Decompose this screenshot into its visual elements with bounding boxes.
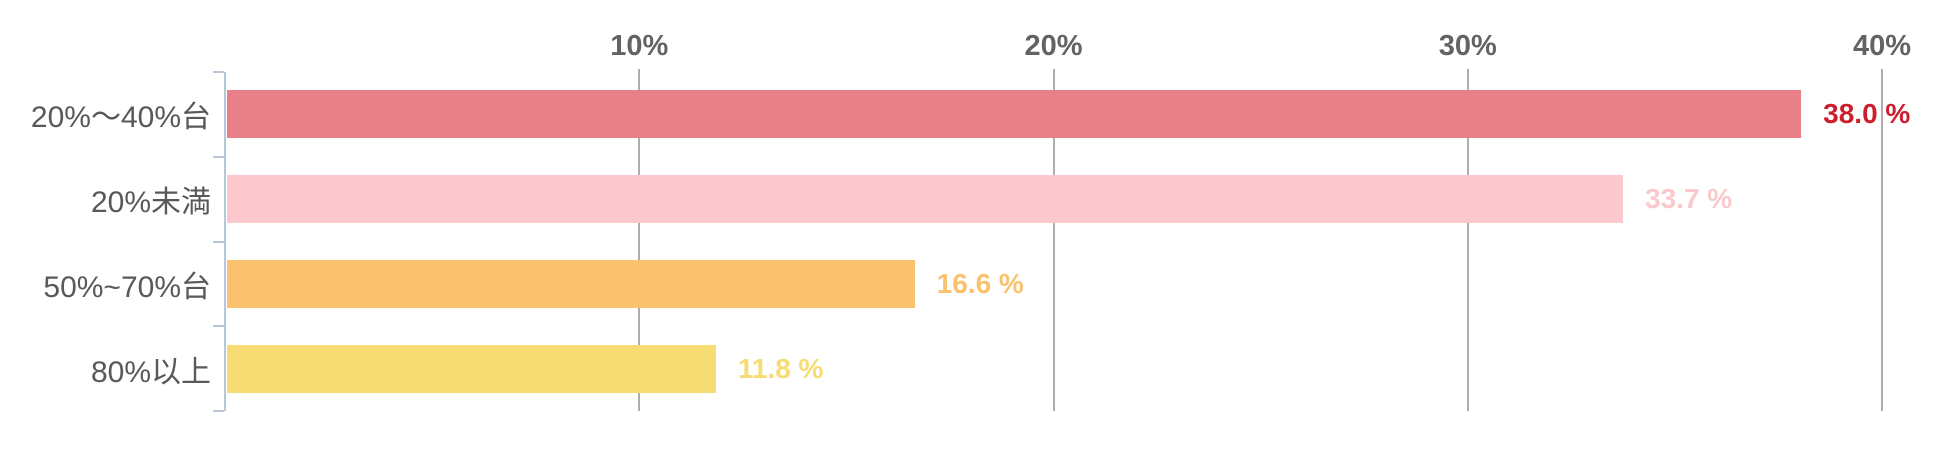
value-label: 33.7 %: [1645, 183, 1733, 215]
bar: [227, 344, 716, 393]
x-tick-label: 40%: [1852, 30, 1912, 62]
x-tick-label: 20%: [1024, 30, 1083, 62]
category-label: 50%~70%台: [43, 270, 211, 304]
value-label: 16.6 %: [936, 267, 1024, 299]
bar: [227, 175, 1624, 224]
gridline: [1466, 69, 1469, 411]
axis-tick: [213, 71, 224, 73]
axis-tick: [213, 410, 224, 412]
value-label: 11.8 %: [737, 352, 824, 384]
category-label: 20%未満: [90, 186, 211, 220]
gridline: [1881, 69, 1883, 411]
category-label: 80%以上: [90, 355, 211, 389]
gridline: [638, 69, 641, 411]
value-label: 38.0 %: [1823, 98, 1911, 130]
bar: [227, 259, 915, 308]
bar: [227, 90, 1802, 139]
y-axis-line: [224, 72, 226, 411]
x-tick-label: 30%: [1438, 30, 1497, 62]
axis-tick: [213, 240, 224, 243]
gridline: [1052, 69, 1055, 411]
x-tick-label: 10%: [610, 30, 669, 62]
axis-tick: [213, 325, 224, 328]
axis-tick: [213, 155, 224, 158]
category-label: 20%〜40%台: [30, 101, 211, 135]
